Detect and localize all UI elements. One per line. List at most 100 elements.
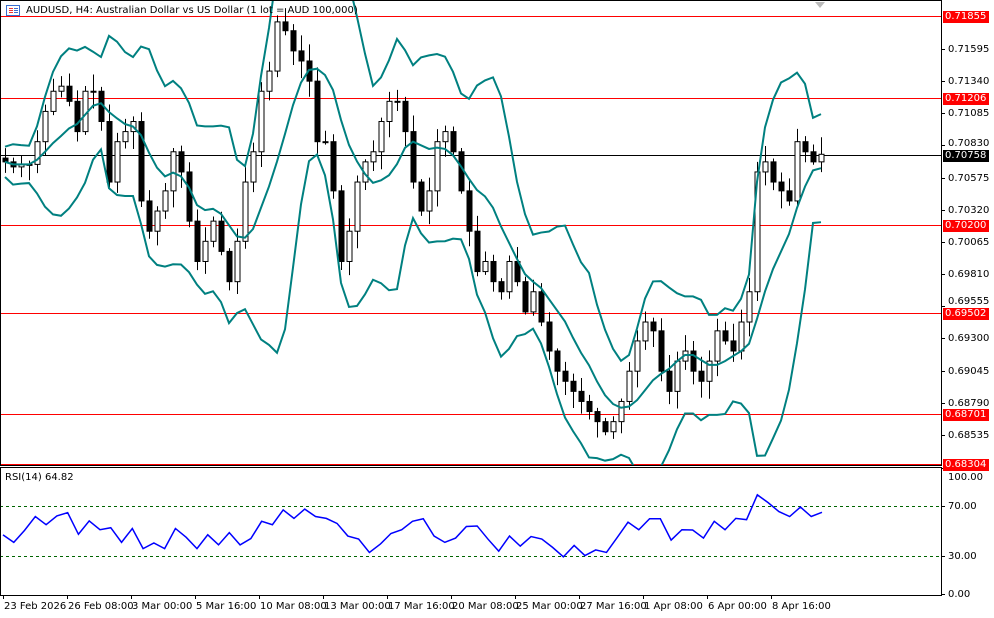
candle: [586, 394, 593, 420]
level-price-tag: 0.68304: [943, 459, 989, 471]
candle-body-bull: [90, 90, 97, 93]
candle-body-bear: [586, 400, 593, 413]
candle: [610, 416, 617, 439]
candle: [298, 35, 305, 79]
candle-body-bear: [690, 350, 697, 372]
candle-body-bear: [474, 230, 481, 273]
candle: [578, 377, 585, 414]
candle: [770, 158, 777, 191]
shift-marker-icon[interactable]: [815, 2, 825, 8]
candle: [378, 117, 385, 170]
candle-body-bull: [354, 181, 361, 232]
candle-body-bull: [170, 151, 177, 192]
candle: [570, 373, 577, 408]
chart-window-icon: [6, 5, 20, 16]
candle-body-bull: [242, 181, 249, 242]
candle: [650, 317, 657, 347]
candle: [170, 148, 177, 208]
price-axis-label: 0.69555: [948, 296, 990, 307]
candle: [114, 132, 121, 193]
candle-body-bear: [218, 220, 225, 252]
candle-body-bull: [706, 360, 713, 382]
candle: [498, 278, 505, 300]
candle: [330, 134, 337, 199]
candle-body-bull: [426, 190, 433, 212]
candle-body-bear: [290, 30, 297, 52]
candle-body-bear: [810, 151, 817, 163]
candle: [522, 276, 529, 315]
candle: [778, 172, 785, 209]
candle-body-bull: [58, 85, 65, 92]
candle-body-bear: [226, 250, 233, 283]
candle-body-bear: [106, 121, 113, 183]
candle-body-bull: [258, 90, 265, 153]
candle: [354, 175, 361, 249]
candle: [130, 116, 137, 150]
candle-body-bear: [546, 321, 553, 352]
candle-body-bull: [506, 260, 513, 293]
candle-body-bull: [626, 370, 633, 402]
candle-body-bull: [618, 400, 625, 423]
candle: [786, 178, 793, 206]
candle: [602, 417, 609, 436]
time-axis-label: 26 Feb 08:00: [68, 601, 134, 612]
candle: [634, 330, 641, 388]
rsi-label: RSI(14) 64.82: [5, 472, 74, 483]
candle-body-bull: [714, 330, 721, 362]
candle: [450, 126, 457, 155]
candle-body-bull: [794, 141, 801, 202]
chart-title: AUDUSD, H4: Australian Dollar vs US Doll…: [26, 5, 358, 16]
price-axis-label: 0.70830: [948, 138, 990, 149]
candle: [434, 129, 441, 207]
price-axis-label: 0.68790: [948, 398, 990, 409]
candle: [386, 91, 393, 138]
candle-body-bull: [42, 110, 49, 143]
candle-body-bear: [282, 21, 289, 32]
candle-body-bear: [66, 85, 73, 102]
candle-body-bull: [530, 291, 537, 313]
candle-body-bull: [114, 141, 121, 183]
level-price-tag: 0.69502: [943, 308, 989, 320]
candle: [746, 277, 753, 337]
candle: [714, 318, 721, 377]
price-axis-label: 0.71340: [948, 76, 990, 87]
candle: [418, 179, 425, 216]
level-price-tag: 0.70200: [943, 220, 989, 232]
price-axis-label: 0.68535: [948, 430, 990, 441]
bollinger-upper-band: [4, 1, 822, 363]
candle-body-bull: [642, 321, 649, 342]
main-pane: [0, 0, 942, 466]
price-axis-label: 0.69300: [948, 333, 990, 344]
rsi-axis-label: 30.00: [948, 551, 977, 562]
candle: [658, 318, 665, 382]
candle-body-bear: [466, 190, 473, 232]
candle: [42, 104, 49, 157]
candle: [626, 362, 633, 410]
candle-body-bear: [802, 141, 809, 153]
candle: [66, 73, 73, 107]
candle: [338, 185, 345, 270]
candle: [234, 228, 241, 294]
time-axis-label: 8 Apr 16:00: [772, 601, 831, 612]
candle-body-bear: [650, 321, 657, 332]
candle-body-bear: [314, 80, 321, 143]
candle: [266, 61, 273, 101]
candle-body-bull: [250, 151, 257, 183]
candle: [186, 162, 193, 228]
candle-body-bear: [778, 181, 785, 192]
candle: [562, 361, 569, 395]
candle-body-bull: [378, 121, 385, 153]
price-axis-label: 0.69810: [948, 269, 990, 280]
candle: [410, 115, 417, 189]
bollinger-lower-band: [4, 147, 822, 465]
candle-body-bear: [578, 390, 585, 402]
candle-body-bear: [418, 181, 425, 212]
candle-body-bull: [818, 153, 825, 163]
candle: [698, 356, 705, 398]
candle-body-bear: [146, 200, 153, 232]
candle: [402, 96, 409, 147]
candle-body-bull: [162, 190, 169, 212]
candle-body-bull: [266, 70, 273, 92]
candle-body-bear: [402, 100, 409, 133]
